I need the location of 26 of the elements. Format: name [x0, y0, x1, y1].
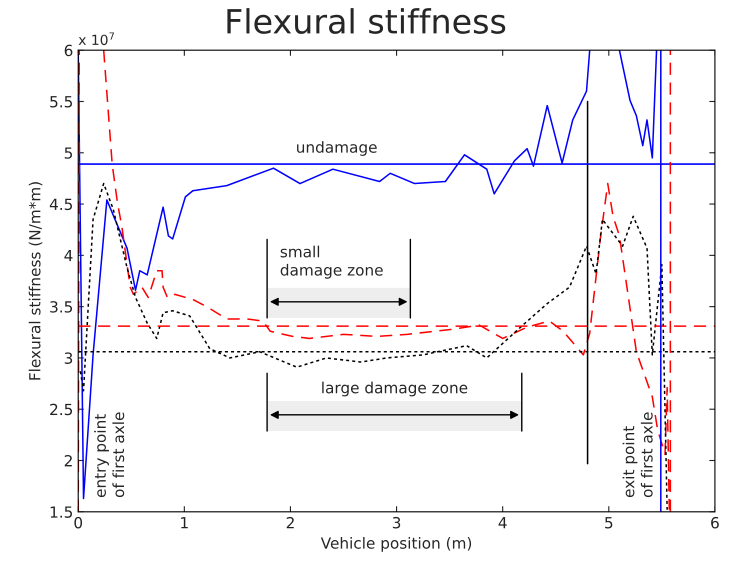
y-tick-label: 3 [64, 352, 72, 364]
x-tick-label: 2 [286, 516, 294, 528]
x-tick-label: 1 [181, 517, 188, 528]
x-tick-label: 4 [498, 517, 507, 528]
y-tick-label: 2 [64, 454, 72, 466]
x-axis-title: Vehicle position (m) [320, 537, 472, 552]
y-tick-label: 5 [64, 147, 72, 159]
y-tick-label: 5.5 [50, 96, 72, 108]
x-tick-label: 5 [605, 517, 612, 528]
y-tick-label: 4.5 [50, 198, 72, 210]
annotation: entry point of first axle [94, 412, 124, 498]
y-tick-label: 4 [64, 250, 72, 262]
x-tick-label: 6 [711, 516, 719, 528]
y-tick-label: 3.5 [50, 301, 72, 313]
y-tick-label: 2.5 [50, 404, 72, 416]
annotation: undamage [297, 141, 377, 156]
x-tick-label: 0 [74, 516, 82, 528]
text: x 10$^{7}$ [78, 32, 114, 46]
chart-title: Flexural stiffness [227, 8, 506, 34]
y-tick-label: 1.5 [50, 506, 72, 518]
y-axis-title: Flexural stiffness (N/m*m) [28, 182, 42, 380]
x-tick-label: 3 [392, 516, 400, 528]
annotation: exit point of first axle [622, 412, 653, 498]
y-tick-label: 6 [64, 44, 72, 56]
band-label: large damage zone [322, 382, 468, 396]
band-label: small damage zone [280, 246, 383, 279]
